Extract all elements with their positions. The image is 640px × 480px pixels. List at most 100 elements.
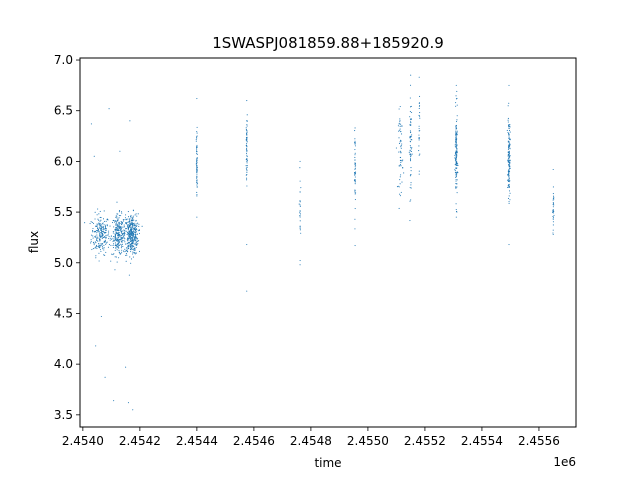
data-point	[354, 173, 356, 175]
data-point	[455, 95, 457, 97]
data-point	[456, 155, 458, 157]
data-point	[508, 179, 510, 181]
data-point	[127, 240, 129, 242]
data-point	[120, 239, 122, 241]
data-point	[118, 228, 120, 230]
data-point	[125, 260, 127, 262]
data-point	[508, 159, 510, 161]
data-point	[116, 227, 118, 229]
data-point	[299, 167, 301, 169]
data-point	[129, 242, 131, 244]
data-point	[400, 131, 402, 133]
data-point	[119, 240, 121, 242]
data-point	[125, 223, 128, 225]
data-point	[456, 171, 458, 173]
data-point	[114, 238, 116, 240]
data-point	[94, 246, 96, 248]
data-point	[456, 130, 458, 132]
data-point	[130, 222, 132, 224]
data-point	[552, 212, 554, 214]
data-point	[124, 243, 127, 245]
data-point	[95, 236, 97, 238]
data-point	[246, 124, 248, 126]
data-point	[353, 180, 356, 182]
data-point	[120, 231, 122, 233]
data-point	[104, 241, 106, 243]
data-point	[509, 180, 511, 182]
data-point	[246, 156, 248, 158]
data-point	[114, 234, 116, 236]
data-point	[114, 269, 116, 271]
data-point	[552, 168, 554, 171]
data-point	[98, 224, 100, 226]
data-point	[104, 236, 106, 238]
data-point	[123, 220, 125, 222]
data-point	[98, 247, 101, 249]
data-point	[103, 244, 105, 246]
data-point	[114, 247, 117, 249]
data-point	[105, 224, 107, 226]
data-point	[130, 237, 133, 239]
data-point	[123, 226, 125, 228]
data-point	[129, 243, 131, 245]
data-point	[507, 197, 510, 200]
data-point	[95, 230, 97, 232]
data-point	[93, 155, 95, 157]
data-point	[131, 242, 133, 244]
data-point	[418, 130, 420, 132]
data-point	[246, 160, 248, 162]
data-point	[103, 231, 105, 234]
data-point	[119, 227, 122, 229]
data-point	[410, 167, 412, 169]
data-point	[410, 146, 412, 148]
data-point	[113, 221, 116, 223]
data-point	[299, 226, 301, 228]
data-point	[131, 220, 133, 222]
data-point	[552, 233, 554, 235]
data-point	[135, 244, 137, 247]
x-tick-label: 2.4542	[119, 434, 161, 448]
data-point	[456, 167, 458, 169]
data-point	[411, 134, 413, 136]
data-point	[398, 186, 400, 188]
data-point	[507, 141, 509, 143]
data-point	[101, 237, 103, 240]
data-point	[401, 160, 403, 162]
data-point	[196, 144, 198, 146]
data-point	[126, 248, 128, 250]
data-point	[117, 246, 119, 248]
data-point	[133, 236, 135, 238]
data-point	[127, 241, 130, 243]
data-point	[508, 84, 510, 86]
data-point	[130, 214, 132, 216]
data-point	[122, 219, 124, 221]
data-point	[135, 219, 137, 221]
data-point	[135, 225, 137, 227]
data-point	[455, 140, 457, 142]
data-point	[121, 240, 123, 242]
data-point	[132, 409, 134, 411]
data-point	[128, 274, 130, 276]
data-point	[98, 222, 100, 224]
data-point	[116, 245, 118, 247]
data-point	[456, 174, 458, 176]
data-point	[90, 221, 92, 223]
data-point	[118, 257, 120, 259]
data-point	[95, 232, 97, 234]
data-point	[456, 144, 458, 146]
data-point	[90, 123, 92, 125]
data-point	[97, 245, 99, 247]
data-point	[104, 254, 106, 256]
data-point	[196, 176, 198, 178]
data-point	[455, 173, 457, 175]
data-point	[118, 231, 120, 234]
data-point	[105, 228, 107, 230]
data-point	[108, 230, 110, 232]
data-point	[299, 205, 301, 207]
data-point	[457, 164, 459, 166]
data-point	[91, 248, 93, 251]
data-point	[106, 225, 108, 227]
data-point	[119, 234, 121, 237]
data-point	[196, 160, 198, 162]
